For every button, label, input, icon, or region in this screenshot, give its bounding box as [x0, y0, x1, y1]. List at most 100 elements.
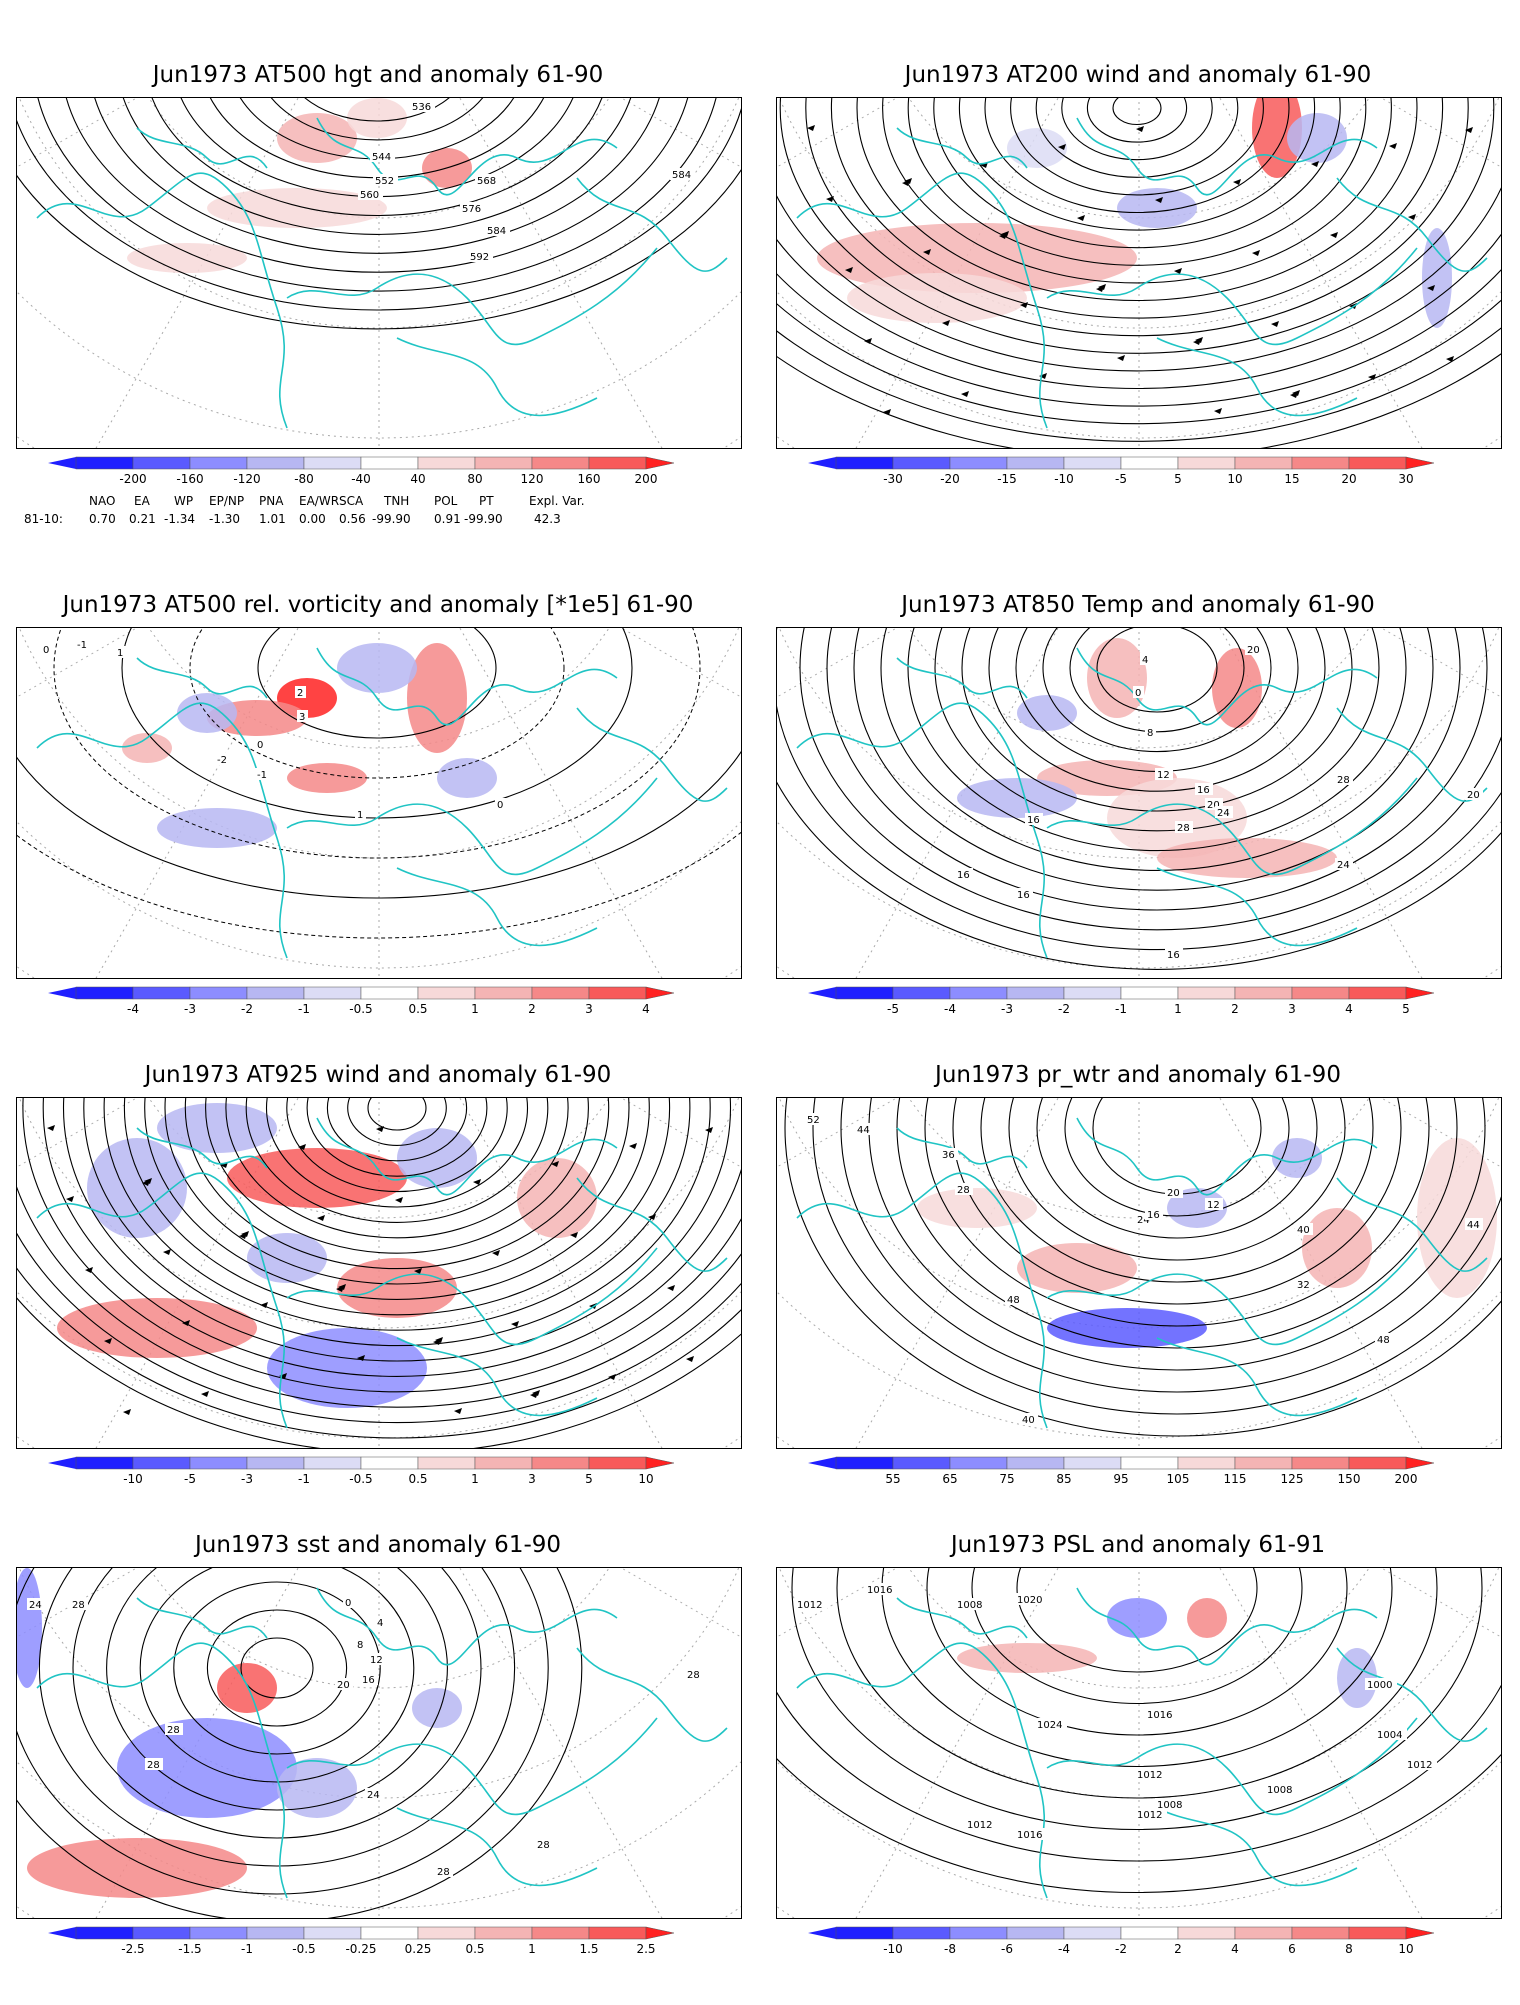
indices-header-row: NAO EA WP EP/NP PNA EA/WR SCA TNH POL PT Expl. Var… [24, 492, 724, 510]
colorbar-label: 10 [1227, 472, 1242, 486]
anomaly-shading [1252, 98, 1302, 178]
contour-label-bg [343, 1596, 354, 1608]
colorbar-box [189, 1456, 248, 1470]
colorbar-label: -0.5 [349, 1002, 372, 1016]
colorbar-box [835, 1926, 894, 1940]
contour-label: 48 [1377, 1335, 1390, 1346]
colorbar-box [949, 1456, 1008, 1470]
contour-label: 28 [537, 1840, 550, 1851]
colorbar-box [835, 456, 894, 470]
contour-label: 20 [1247, 645, 1260, 656]
contour-label: 28 [1177, 823, 1190, 834]
colorbar-label: 1 [471, 1472, 479, 1486]
contour-label-bg [1215, 806, 1233, 818]
meridian-line [1380, 1568, 1501, 1638]
colorbar-box [1120, 456, 1179, 470]
coastline [396, 337, 598, 417]
colorbar-box [75, 456, 134, 470]
colorbar-arrow-left [48, 457, 76, 469]
contour-label: 1012 [797, 1600, 822, 1611]
contour-line [980, 1098, 1374, 1283]
contour-label: 560 [360, 190, 379, 201]
colorbar-box [1234, 1456, 1293, 1470]
contour-line [17, 1232, 741, 1424]
contour-label-bg [365, 1788, 383, 1800]
wind-arrow [1039, 373, 1047, 379]
colorbar-svg: -10 -8 -6 -4 -2 2 4 6 8 10 [808, 1926, 1435, 1956]
contour-label: 48 [1007, 1295, 1020, 1306]
panel-psl: Jun1973 PSL and anomaly 61-91 1012 1016 100… [768, 1525, 1508, 2005]
anomaly-shading [337, 1258, 457, 1318]
contour-line [240, 1637, 314, 1699]
anomaly-shading [277, 113, 357, 163]
coastline [316, 647, 618, 726]
colorbar-box [246, 456, 305, 470]
anomaly-shading [1017, 1243, 1137, 1293]
contour-line [799, 628, 1501, 931]
wind-arrow [142, 1180, 150, 1186]
anomaly-shading [1157, 838, 1337, 878]
colorbar-label: 4 [1345, 1002, 1353, 1016]
contour-line [1010, 98, 1264, 196]
contour-label: 1004 [1377, 1730, 1402, 1741]
contour-label-bg [495, 798, 506, 810]
contour-line [367, 1098, 427, 1131]
contour-label: 0 [345, 1598, 351, 1609]
panel-title: Jun1973 AT500 rel. vorticity and anomaly… [62, 592, 694, 618]
map-plot [16, 1097, 742, 1449]
coastline [36, 1172, 288, 1429]
contour-label-bg [1025, 813, 1043, 825]
contour-label: 24 [1217, 808, 1230, 819]
contour-line [257, 628, 497, 739]
meridian-line [459, 98, 663, 448]
colorbar-box [360, 456, 419, 470]
colorbar-box [892, 1926, 951, 1940]
contour-line [805, 98, 1469, 337]
index-value: 0.56 [339, 512, 366, 526]
contour-line [326, 1098, 468, 1162]
colorbar-label: 200 [1395, 1472, 1418, 1486]
index-header: EP/NP [209, 494, 245, 508]
contour-line [926, 1568, 1348, 1736]
colorbar-svg: -5 -4 -3 -2 -1 1 2 3 4 5 [808, 986, 1435, 1016]
meridian-line [1380, 98, 1501, 168]
contour-line [856, 98, 1418, 301]
contour-label-bg [1165, 1186, 1183, 1198]
coastline [896, 1597, 1028, 1639]
colorbar-label: -3 [241, 1472, 253, 1486]
colorbar-label: -4 [944, 1002, 956, 1016]
colorbar-label: -8 [944, 1942, 956, 1956]
colorbar-label: 75 [999, 1472, 1014, 1486]
wind-arrow [902, 180, 910, 186]
contour-label: 40 [1022, 1415, 1035, 1426]
anomaly-shading [207, 188, 387, 228]
contour-label: 1012 [967, 1820, 992, 1831]
colorbar-box [189, 986, 248, 1000]
contour-label: 1024 [1037, 1720, 1062, 1731]
anomaly-shading [247, 1233, 327, 1283]
contour-line [777, 1684, 1501, 1862]
colorbar-box [531, 1456, 590, 1470]
contour-label: 1008 [1267, 1785, 1292, 1796]
map-plot: 1012 1016 1008 1020 1024 1016 1012 1008 1012 1004… [776, 1567, 1502, 1919]
colorbar-arrow-right [1405, 1926, 1435, 1940]
contour-label-bg [27, 1598, 45, 1610]
contour-line [17, 107, 741, 311]
anomaly-shading [407, 643, 467, 753]
wind-arrow [923, 249, 931, 255]
wind-arrow [1020, 302, 1028, 308]
contour-line [853, 628, 1461, 891]
meridian-line [1219, 1568, 1423, 1918]
anomaly-shading [1007, 128, 1067, 168]
colorbar-label: -80 [294, 472, 314, 486]
meridian-line [95, 1098, 299, 1448]
contour-label: 1016 [867, 1585, 892, 1596]
contour-line [826, 628, 1488, 911]
wind-arrow [433, 1339, 441, 1345]
contour-line [306, 1098, 488, 1177]
meridian-line [95, 628, 299, 978]
wind-arrow [1446, 356, 1454, 362]
colorbar-box [835, 986, 894, 1000]
colorbar-box [1291, 1456, 1350, 1470]
coastline [1156, 1337, 1358, 1417]
